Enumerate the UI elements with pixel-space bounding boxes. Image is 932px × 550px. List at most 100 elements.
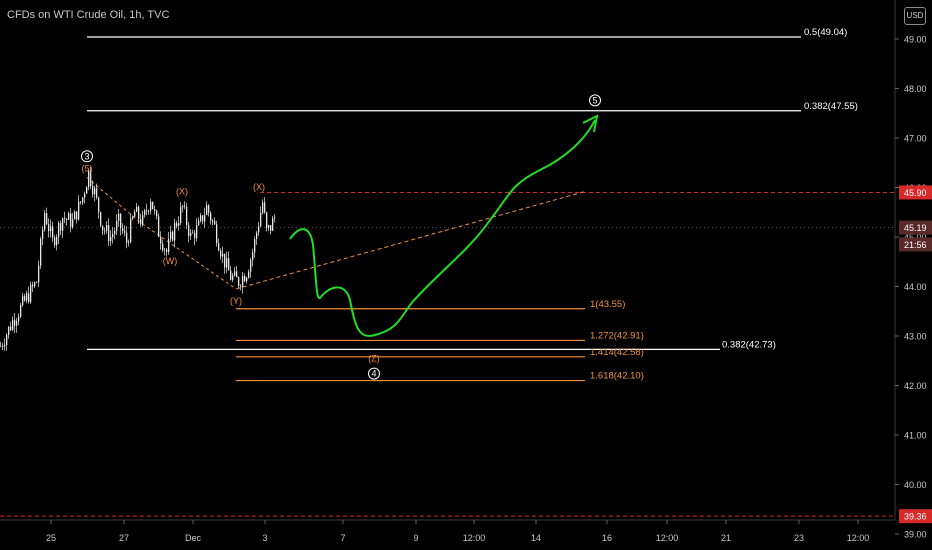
candle-body bbox=[176, 223, 178, 227]
candle-body bbox=[214, 220, 216, 225]
candle-body bbox=[108, 225, 110, 242]
candle-body bbox=[240, 285, 242, 287]
candle-body bbox=[188, 224, 190, 237]
candle-body bbox=[94, 188, 96, 195]
trend-dashed-line bbox=[86, 177, 237, 290]
candle-body bbox=[244, 276, 246, 282]
wave-label: (W) bbox=[163, 256, 178, 266]
fib-level-label: 1(43.55) bbox=[590, 299, 625, 310]
candle-body bbox=[44, 213, 46, 230]
candle-body bbox=[36, 282, 38, 284]
price-tag-bg bbox=[899, 185, 932, 200]
x-tick-label: 21 bbox=[721, 533, 731, 543]
x-tick-label: 3 bbox=[262, 533, 267, 543]
candle-body bbox=[24, 296, 26, 301]
y-tick-label: 39.00 bbox=[904, 530, 927, 540]
wave-label: 3 bbox=[84, 151, 89, 161]
candle-body bbox=[20, 304, 22, 317]
candle-body bbox=[272, 218, 274, 231]
candle-body bbox=[252, 252, 254, 260]
wave-label: 4 bbox=[371, 369, 376, 379]
candle-body bbox=[222, 253, 224, 257]
candle-body bbox=[124, 231, 126, 233]
candle-body bbox=[178, 223, 180, 227]
candle-body bbox=[86, 187, 88, 194]
candle-body bbox=[194, 232, 196, 239]
candle-body bbox=[30, 284, 32, 303]
candle-body bbox=[210, 212, 212, 221]
candle-body bbox=[174, 223, 176, 241]
wave-label: (X) bbox=[176, 186, 188, 196]
candle-body bbox=[182, 205, 184, 208]
candle-body bbox=[122, 228, 124, 232]
candle-body bbox=[26, 293, 28, 301]
x-tick-label: 14 bbox=[531, 533, 541, 543]
candle-body bbox=[202, 215, 204, 222]
candle-body bbox=[230, 270, 232, 280]
x-tick-label: 9 bbox=[413, 533, 418, 543]
candle-body bbox=[120, 213, 122, 229]
candle-body bbox=[10, 326, 12, 330]
candle-body bbox=[156, 210, 158, 217]
candle-body bbox=[130, 218, 132, 243]
candle-body bbox=[90, 170, 92, 187]
candle-body bbox=[58, 222, 60, 237]
candle-body bbox=[98, 197, 100, 213]
candle-body bbox=[84, 193, 86, 198]
fib-level-label: 1.618(42.10) bbox=[590, 371, 644, 382]
x-tick-label: 23 bbox=[794, 533, 804, 543]
candle-body bbox=[198, 220, 200, 226]
candle-body bbox=[46, 213, 48, 225]
x-tick-label: 25 bbox=[46, 533, 56, 543]
wave-label: (Y) bbox=[230, 296, 242, 306]
candle-body bbox=[160, 236, 162, 244]
candle-body bbox=[138, 206, 140, 220]
fib-level-label: 0.382(42.73) bbox=[722, 339, 776, 350]
candle-body bbox=[12, 320, 14, 330]
candle-body bbox=[50, 226, 52, 232]
candle-body bbox=[170, 231, 172, 239]
candle-body bbox=[190, 232, 192, 237]
chart-title: CFDs on WTI Crude Oil, 1h, TVC bbox=[7, 9, 170, 21]
candle-body bbox=[270, 225, 272, 231]
candle-body bbox=[218, 243, 220, 251]
candle-body bbox=[234, 271, 236, 276]
wave-label-circle bbox=[368, 367, 380, 380]
candle-body bbox=[192, 232, 194, 234]
x-tick-label: 16 bbox=[602, 533, 612, 543]
candle-body bbox=[216, 224, 218, 244]
candle-body bbox=[250, 259, 252, 272]
wave-label-circle bbox=[81, 150, 93, 163]
candle-body bbox=[54, 237, 56, 246]
candle-body bbox=[70, 213, 72, 228]
candle-body bbox=[110, 237, 112, 242]
candle-body bbox=[68, 213, 70, 220]
price-tag-bg bbox=[899, 237, 932, 252]
x-tick-label: 12:00 bbox=[656, 533, 679, 543]
candle-body bbox=[236, 271, 238, 278]
fib-level-label: 0.5(49.04) bbox=[804, 27, 847, 38]
x-tick-label: 12:00 bbox=[847, 533, 870, 543]
candle-body bbox=[154, 208, 156, 211]
candle-body bbox=[32, 284, 34, 287]
candle-body bbox=[78, 201, 80, 220]
candle-body bbox=[76, 211, 78, 220]
currency-button[interactable]: USD bbox=[904, 7, 926, 25]
y-tick-label: 41.00 bbox=[904, 431, 927, 441]
price-tag-label: 21:56 bbox=[904, 240, 927, 250]
candle-body bbox=[0, 345, 2, 347]
candle-body bbox=[82, 197, 84, 203]
candle-body bbox=[128, 242, 130, 244]
y-tick-label: 40.00 bbox=[904, 480, 927, 490]
candle-body bbox=[8, 326, 10, 336]
projection-dashed-line bbox=[235, 190, 586, 290]
wave-label-circle bbox=[589, 94, 601, 107]
price-tag-label: 45.19 bbox=[904, 223, 927, 233]
candle-body bbox=[112, 234, 114, 238]
candle-body bbox=[152, 201, 154, 209]
candle-body bbox=[150, 201, 152, 211]
candle-body bbox=[158, 216, 160, 237]
candle-body bbox=[200, 215, 202, 221]
